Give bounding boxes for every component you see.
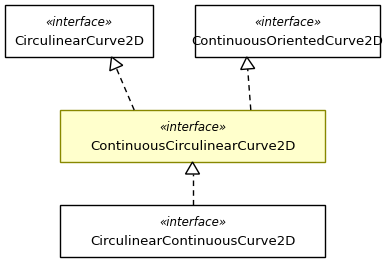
Text: CirculinearCurve2D: CirculinearCurve2D	[14, 35, 144, 48]
FancyBboxPatch shape	[60, 205, 325, 257]
Polygon shape	[185, 162, 200, 174]
Text: CirculinearContinuousCurve2D: CirculinearContinuousCurve2D	[90, 235, 295, 248]
FancyBboxPatch shape	[60, 110, 325, 162]
FancyBboxPatch shape	[5, 5, 153, 57]
Text: «interface»: «interface»	[45, 16, 113, 29]
Text: ContinuousCirculinearCurve2D: ContinuousCirculinearCurve2D	[90, 140, 295, 153]
Polygon shape	[241, 57, 255, 69]
FancyBboxPatch shape	[195, 5, 380, 57]
Polygon shape	[110, 57, 123, 71]
Text: «interface»: «interface»	[254, 16, 321, 29]
Text: «interface»: «interface»	[159, 216, 226, 229]
Text: «interface»: «interface»	[159, 121, 226, 134]
Text: ContinuousOrientedCurve2D: ContinuousOrientedCurve2D	[192, 35, 384, 48]
